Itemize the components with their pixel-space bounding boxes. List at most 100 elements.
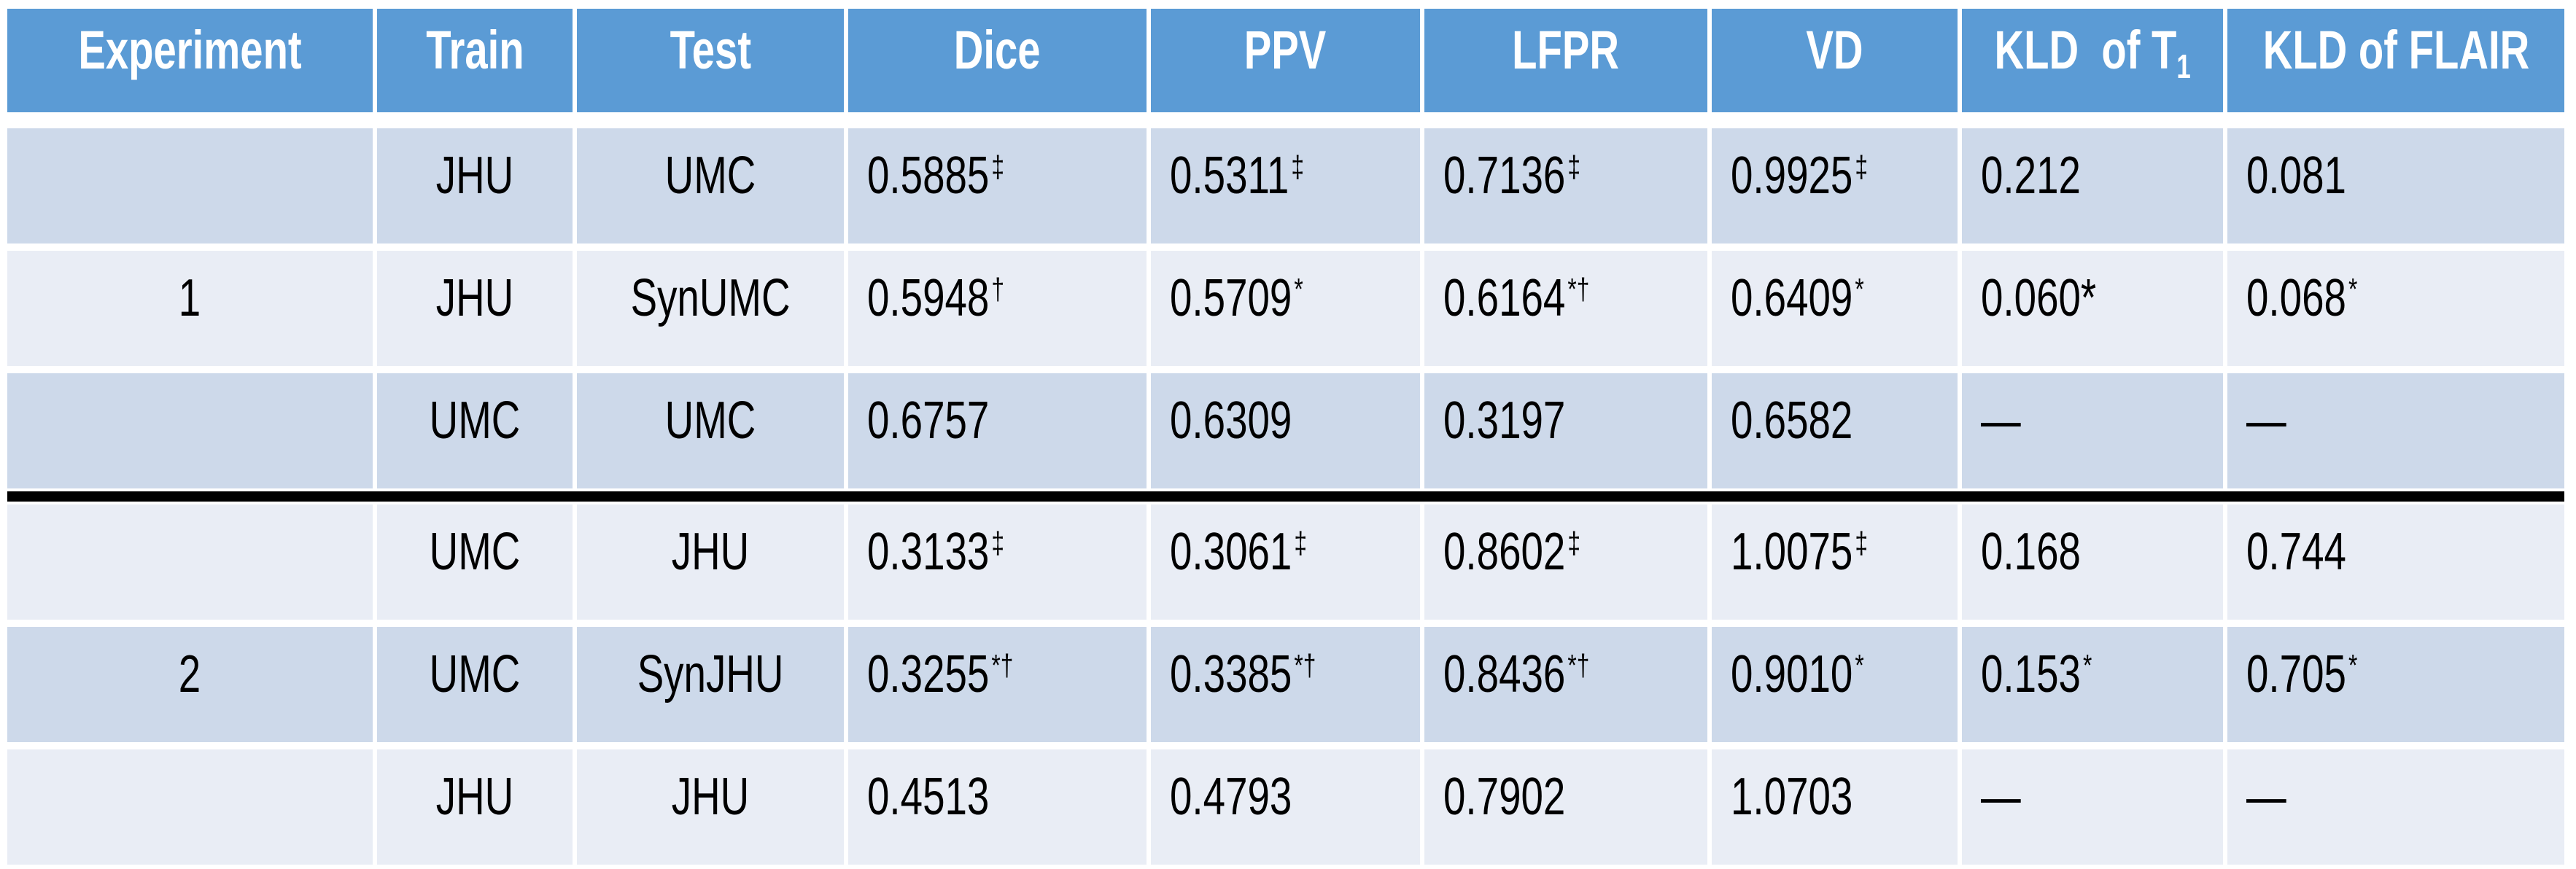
kld-t1-cell: 0.168 [1962, 504, 2223, 620]
experiment-group-divider [7, 491, 2564, 502]
metric-number: 0.068 [2246, 269, 2346, 327]
ppv-cell: 0.3385*† [1151, 627, 1420, 742]
metric-superscript: *† [1567, 272, 1590, 307]
kld-flair-cell: 0.744 [2227, 504, 2564, 620]
table-row: UMC JHU 0.3133‡ 0.3061‡ 0.8602‡ 1.0075‡ … [7, 504, 2564, 620]
metric-number: 0.7136 [1443, 147, 1566, 205]
metric-superscript: * [1855, 272, 1864, 307]
metric-superscript: * [2082, 648, 2092, 683]
vd-cell: 0.6409* [1712, 251, 1958, 366]
metric-superscript: *† [1567, 648, 1590, 683]
metric-value: 0.3255*† [867, 648, 1013, 701]
header-label: Experiment [78, 20, 302, 80]
metric-value: 0.3133‡ [867, 526, 1004, 578]
dice-cell: 0.4513 [848, 749, 1147, 865]
kld-flair-cell: 0.705* [2227, 627, 2564, 742]
dice-cell: 0.6757 [848, 373, 1147, 488]
test-cell: UMC [577, 373, 844, 488]
dice-cell: 0.3133‡ [848, 504, 1147, 620]
metric-value: 0.7902 [1443, 771, 1567, 823]
metric-number: 0.3197 [1443, 391, 1566, 450]
metric-superscript: *† [991, 648, 1014, 683]
lfpr-cell: 0.7902 [1424, 749, 1707, 865]
header-label: Train [425, 20, 524, 80]
metric-number: — [2246, 391, 2286, 450]
metric-value: 0.5709* [1170, 272, 1303, 324]
header-test: Test [577, 9, 844, 112]
kld-t1-cell: — [1962, 749, 2223, 865]
train-value: UMC [429, 391, 521, 450]
metric-number: 0.3385 [1170, 645, 1292, 704]
header-label: PPV [1244, 20, 1327, 80]
ppv-cell: 0.6309 [1151, 373, 1420, 488]
header-vd: VD [1712, 9, 1958, 112]
train-value: JHU [435, 147, 514, 205]
metric-number: 0.060* [1981, 269, 2097, 327]
metric-number: 0.081 [2246, 147, 2346, 205]
header-train: Train [377, 9, 573, 112]
metric-value: 0.3197 [1443, 394, 1567, 447]
header-experiment: Experiment [7, 9, 373, 112]
vd-cell: 0.6582 [1712, 373, 1958, 488]
metric-superscript: ‡ [1567, 149, 1581, 184]
header-label: KLD of T1 [1994, 20, 2190, 83]
metric-superscript: ‡ [1567, 526, 1581, 561]
header-subscript: 1 [2176, 47, 2191, 85]
metric-value: — [1981, 394, 2023, 447]
lfpr-cell: 0.6164*† [1424, 251, 1707, 366]
metric-number: 0.168 [1981, 523, 2081, 581]
test-value: SynJHU [637, 645, 784, 704]
header-label-text: KLD of T [1994, 20, 2177, 80]
test-cell: SynUMC [577, 251, 844, 366]
metric-number: 0.744 [2246, 523, 2346, 581]
train-value: JHU [435, 768, 514, 826]
kld-t1-cell: — [1962, 373, 2223, 488]
metric-number: — [2246, 768, 2286, 826]
vd-cell: 1.0075‡ [1712, 504, 1958, 620]
metric-number: 0.4793 [1170, 768, 1292, 826]
metric-number: 0.3255 [867, 645, 990, 704]
test-value: SynUMC [630, 269, 791, 327]
test-value: JHU [671, 523, 750, 581]
kld-t1-cell: 0.212 [1962, 128, 2223, 243]
metric-value: 0.081 [2246, 149, 2348, 202]
metric-superscript: * [1294, 272, 1303, 307]
metric-value: 0.705* [2246, 648, 2357, 701]
test-cell: JHU [577, 504, 844, 620]
train-cell: JHU [377, 749, 573, 865]
train-value: UMC [429, 645, 521, 704]
lfpr-cell: 0.8436*† [1424, 627, 1707, 742]
experiment-cell [7, 749, 373, 865]
metric-number: 0.7902 [1443, 768, 1566, 826]
header-dice: Dice [848, 9, 1147, 112]
vd-cell: 0.9925‡ [1712, 128, 1958, 243]
metric-value: 0.8436*† [1443, 648, 1589, 701]
header-lfpr: LFPR [1424, 9, 1707, 112]
metric-superscript: * [1855, 648, 1864, 683]
lfpr-cell: 0.3197 [1424, 373, 1707, 488]
metric-superscript: ‡ [1291, 149, 1305, 184]
header-label: VD [1806, 20, 1863, 80]
metric-number: — [1981, 391, 2021, 450]
metric-value: 0.4793 [1170, 771, 1294, 823]
metric-value: 0.068* [2246, 272, 2357, 324]
metric-value: 1.0703 [1731, 771, 1855, 823]
ppv-cell: 0.4793 [1151, 749, 1420, 865]
metric-value: — [2246, 771, 2289, 823]
test-cell: SynJHU [577, 627, 844, 742]
metric-number: 0.8436 [1443, 645, 1566, 704]
metric-value: 0.060* [1981, 272, 2098, 324]
metric-number: 0.5885 [867, 147, 990, 205]
metric-value: 1.0075‡ [1731, 526, 1868, 578]
metric-value: 0.153* [1981, 648, 2092, 701]
train-cell: JHU [377, 251, 573, 366]
metric-number: 0.6582 [1731, 391, 1853, 450]
experiment-cell [7, 373, 373, 488]
metric-superscript: * [2348, 648, 2358, 683]
header-label: Dice [954, 20, 1041, 80]
vd-cell: 1.0703 [1712, 749, 1958, 865]
metric-value: — [1981, 771, 2023, 823]
train-cell: JHU [377, 128, 573, 243]
metric-number: — [1981, 768, 2021, 826]
